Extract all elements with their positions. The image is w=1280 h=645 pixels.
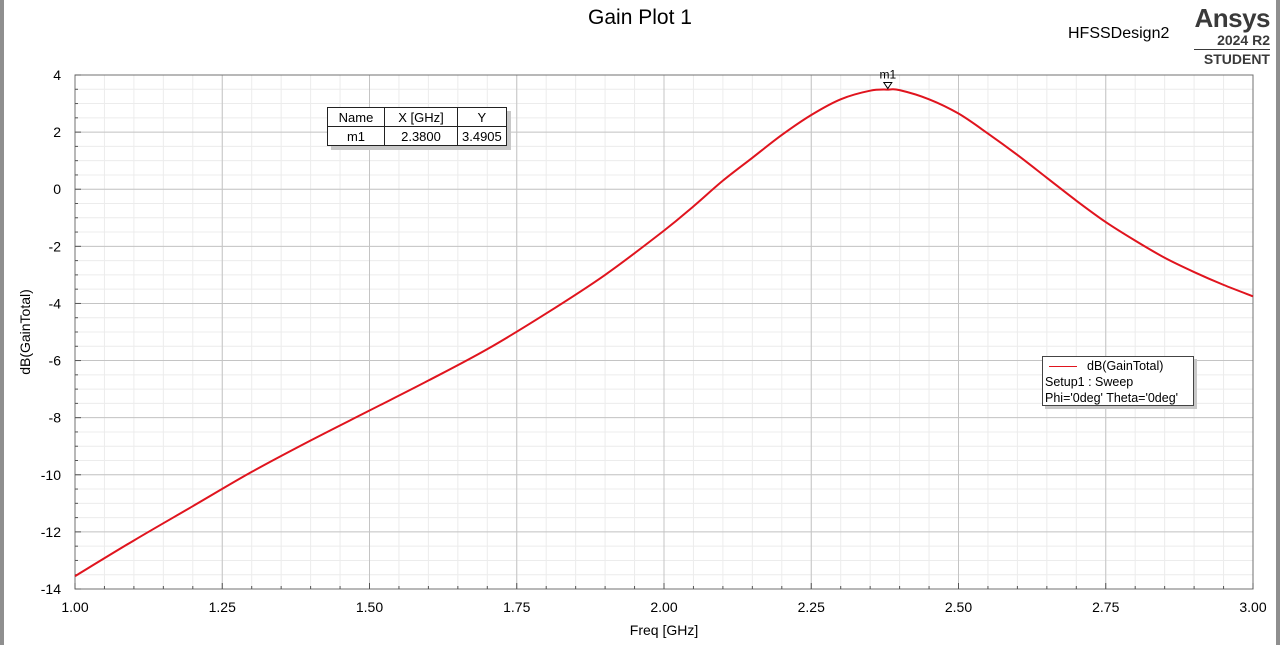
design-name: HFSSDesign2 (1068, 25, 1170, 42)
legend[interactable]: dB(GainTotal) Setup1 : Sweep Phi='0deg' … (1042, 356, 1194, 406)
x-tick-label: 2.50 (945, 599, 972, 615)
y-tick-label: 2 (53, 124, 61, 140)
legend-swatch (1049, 365, 1077, 367)
marker-table-header: Name X [GHz] Y (327, 107, 507, 127)
brand-edition: STUDENT (1203, 51, 1270, 67)
y-tick-label: -10 (41, 467, 61, 483)
x-tick-label: 1.00 (61, 599, 88, 615)
marker-col-name: Name (327, 107, 385, 127)
y-tick-label: -2 (49, 238, 62, 254)
x-tick-label: 1.25 (209, 599, 236, 615)
x-axis-label: Freq [GHz] (630, 622, 698, 638)
y-tick-label: 4 (53, 67, 61, 83)
table-row[interactable]: m1 2.3800 3.4905 (327, 126, 507, 146)
marker-col-x: X [GHz] (384, 107, 458, 127)
tick-marks (74, 74, 1254, 590)
marker-cell-x: 2.3800 (384, 126, 458, 146)
brand-version: 2024 R2 (1194, 32, 1270, 50)
x-tick-labels: 1.00 1.25 1.50 1.75 2.00 2.25 2.50 2.75 3.00 (61, 599, 1266, 615)
x-tick-label: 3.00 (1239, 599, 1266, 615)
marker-table[interactable]: Name X [GHz] Y m1 2.3800 3.4905 (327, 107, 507, 146)
legend-entry[interactable]: dB(GainTotal) (1045, 358, 1191, 374)
marker-group[interactable]: m1 (879, 68, 896, 90)
marker-cell-y: 3.4905 (457, 126, 507, 146)
series-line[interactable] (74, 88, 1254, 578)
window-edge-left (0, 0, 4, 645)
x-tick-label: 1.75 (503, 599, 530, 615)
brand-name: Ansys (1194, 3, 1270, 33)
window-edge-right (1276, 0, 1280, 645)
y-tick-label: 0 (53, 181, 61, 197)
legend-setup: Setup1 : Sweep (1045, 375, 1134, 389)
x-tick-label: 2.75 (1092, 599, 1119, 615)
y-axis-label: dB(GainTotal) (17, 289, 33, 375)
y-tick-label: -6 (49, 353, 62, 369)
grid (74, 74, 1254, 590)
marker-triangle[interactable] (882, 82, 893, 90)
legend-angles: Phi='0deg' Theta='0deg' (1045, 391, 1179, 405)
y-tick-label: -8 (49, 410, 62, 426)
plot-title: Gain Plot 1 (588, 6, 692, 29)
x-tick-label: 2.25 (798, 599, 825, 615)
y-tick-label: -12 (41, 524, 61, 540)
series-group (74, 88, 1254, 578)
y-tick-label: -14 (41, 581, 61, 597)
marker-col-y: Y (457, 107, 507, 127)
y-tick-labels: 4 2 0 -2 -4 -6 -8 -10 -12 -14 (41, 67, 61, 597)
legend-entry-label: dB(GainTotal) (1087, 359, 1164, 373)
y-tick-label: -4 (49, 295, 62, 311)
x-tick-label: 2.00 (650, 599, 677, 615)
ansys-logo: Ansys 2024 R2 STUDENT (1186, 3, 1271, 68)
marker-label: m1 (879, 68, 896, 82)
x-tick-label: 1.50 (356, 599, 383, 615)
marker-cell-name: m1 (327, 126, 385, 146)
